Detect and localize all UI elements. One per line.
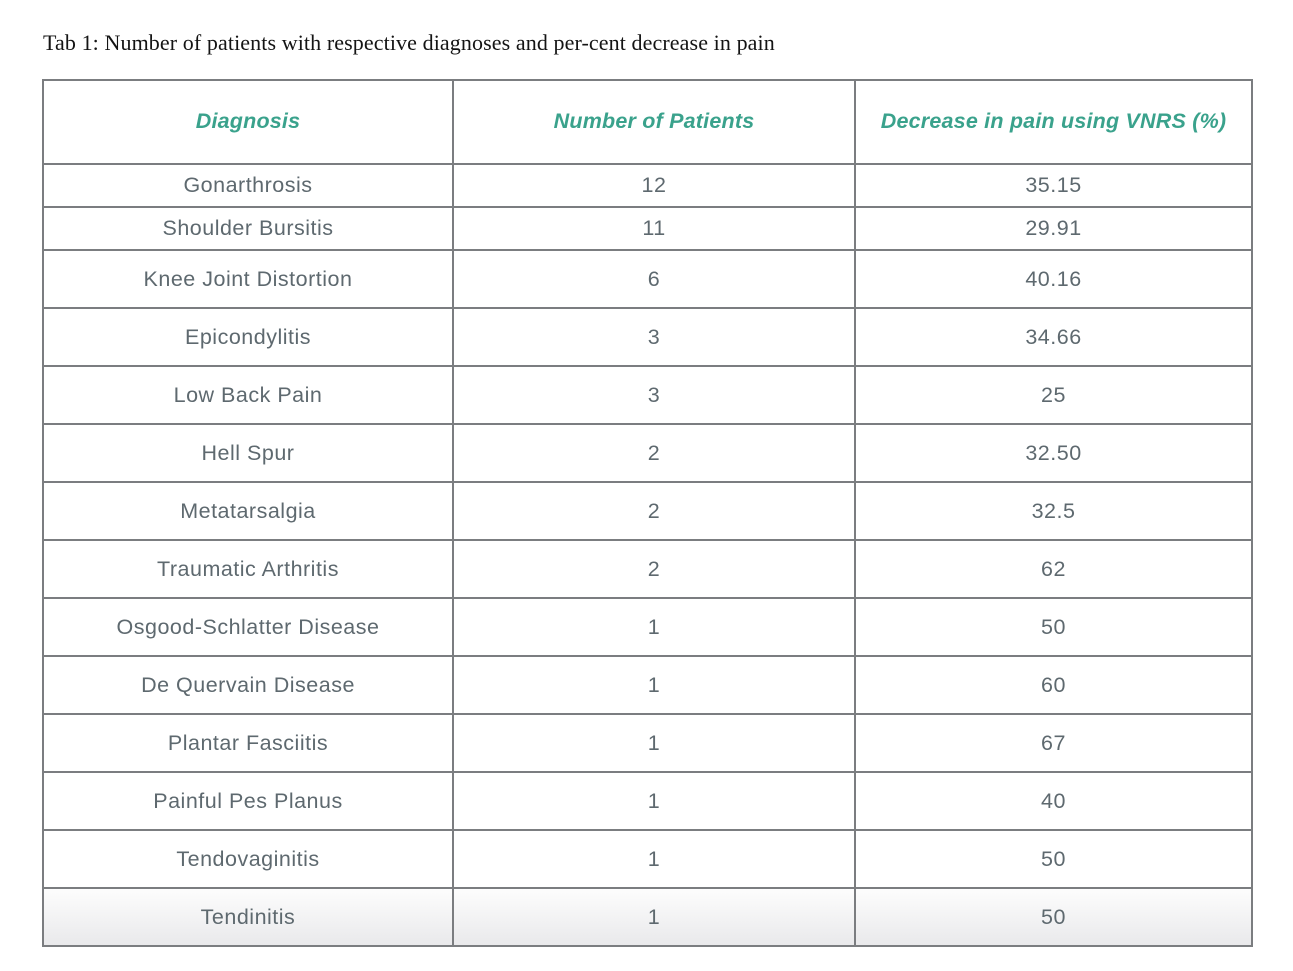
header-row: Diagnosis Number of Patients Decrease in…	[42, 79, 1253, 165]
diagnosis-cell: Metatarsalgia	[42, 481, 454, 541]
column-header-decrease-in-pain: Decrease in pain using VNRS (%)	[854, 79, 1253, 165]
table-row: Tendovaginitis 1 50	[42, 829, 1253, 889]
diagnosis-cell: Painful Pes Planus	[42, 771, 454, 831]
pain-decrease-cell: 25	[854, 365, 1253, 425]
pain-decrease-cell: 60	[854, 655, 1253, 715]
table-row: Gonarthrosis 12 35.15	[42, 163, 1253, 208]
table-row: Osgood-Schlatter Disease 1 50	[42, 597, 1253, 657]
diagnosis-cell: Traumatic Arthritis	[42, 539, 454, 599]
patient-count-cell: 12	[452, 163, 856, 208]
patient-count-cell: 1	[452, 771, 856, 831]
patient-count-cell: 1	[452, 655, 856, 715]
diagnosis-cell: Osgood-Schlatter Disease	[42, 597, 454, 657]
table-caption: Tab 1: Number of patients with respectiv…	[43, 30, 775, 55]
pain-decrease-cell: 32.5	[854, 481, 1253, 541]
patient-count-cell: 2	[452, 539, 856, 599]
patient-count-cell: 6	[452, 249, 856, 309]
pain-decrease-cell: 50	[854, 597, 1253, 657]
patient-count-cell: 1	[452, 597, 856, 657]
table-row: Low Back Pain 3 25	[42, 365, 1253, 425]
diagnosis-cell: Knee Joint Distortion	[42, 249, 454, 309]
table-row: De Quervain Disease 1 60	[42, 655, 1253, 715]
table-row: Hell Spur 2 32.50	[42, 423, 1253, 483]
column-header-diagnosis: Diagnosis	[42, 79, 454, 165]
patient-count-cell: 11	[452, 206, 856, 251]
patient-count-cell: 3	[452, 307, 856, 367]
pain-decrease-cell: 62	[854, 539, 1253, 599]
diagnosis-cell: De Quervain Disease	[42, 655, 454, 715]
table-row: Shoulder Bursitis 11 29.91	[42, 206, 1253, 251]
diagnosis-cell: Gonarthrosis	[42, 163, 454, 208]
table-row: Traumatic Arthritis 2 62	[42, 539, 1253, 599]
pain-decrease-cell: 67	[854, 713, 1253, 773]
patient-count-cell: 3	[452, 365, 856, 425]
table-row: Tendinitis 1 50	[42, 887, 1253, 947]
table-row: Painful Pes Planus 1 40	[42, 771, 1253, 831]
table-row: Metatarsalgia 2 32.5	[42, 481, 1253, 541]
diagnosis-cell: Tendovaginitis	[42, 829, 454, 889]
pain-decrease-cell: 35.15	[854, 163, 1253, 208]
diagnosis-cell: Low Back Pain	[42, 365, 454, 425]
pain-decrease-cell: 32.50	[854, 423, 1253, 483]
diagnosis-cell: Tendinitis	[42, 887, 454, 947]
patient-count-cell: 1	[452, 887, 856, 947]
patient-count-cell: 1	[452, 713, 856, 773]
diagnosis-cell: Shoulder Bursitis	[42, 206, 454, 251]
document-page: Tab 1: Number of patients with respectiv…	[0, 30, 1293, 947]
diagnosis-table: Diagnosis Number of Patients Decrease in…	[42, 79, 1253, 947]
table-row: Plantar Fasciitis 1 67	[42, 713, 1253, 773]
pain-decrease-cell: 50	[854, 887, 1253, 947]
patient-count-cell: 2	[452, 481, 856, 541]
pain-decrease-cell: 40.16	[854, 249, 1253, 309]
pain-decrease-cell: 40	[854, 771, 1253, 831]
pain-decrease-cell: 50	[854, 829, 1253, 889]
pain-decrease-cell: 29.91	[854, 206, 1253, 251]
patient-count-cell: 1	[452, 829, 856, 889]
column-header-number-of-patients: Number of Patients	[452, 79, 856, 165]
table-row: Knee Joint Distortion 6 40.16	[42, 249, 1253, 309]
diagnosis-cell: Plantar Fasciitis	[42, 713, 454, 773]
diagnosis-cell: Epicondylitis	[42, 307, 454, 367]
table-row: Epicondylitis 3 34.66	[42, 307, 1253, 367]
patient-count-cell: 2	[452, 423, 856, 483]
diagnosis-cell: Hell Spur	[42, 423, 454, 483]
pain-decrease-cell: 34.66	[854, 307, 1253, 367]
